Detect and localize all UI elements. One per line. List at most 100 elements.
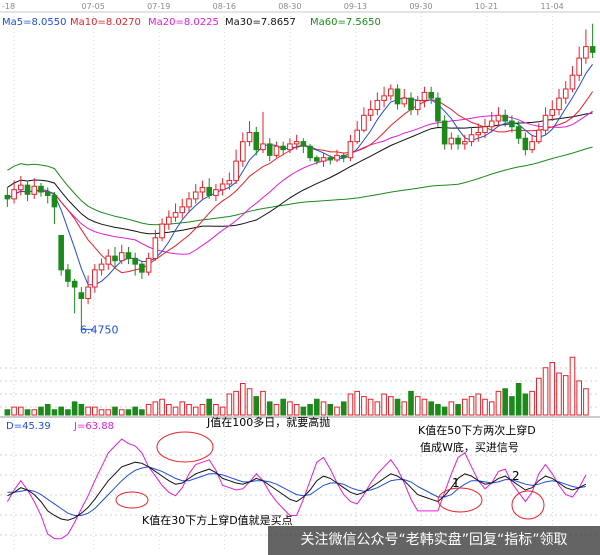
ma30-line xyxy=(7,112,593,235)
volume-bar xyxy=(240,383,246,416)
annotation-j-over-100: J值在100多日，就要高抛 xyxy=(206,415,330,429)
volume-bar xyxy=(394,398,401,416)
candle-body xyxy=(44,191,51,196)
ma-legend-item: Ma60=7.5650 xyxy=(310,17,381,28)
annotation-k-cross-30: K值在30下方上穿D值就是买点 xyxy=(142,513,293,527)
volume-bar xyxy=(85,406,91,416)
volume-bar xyxy=(219,406,226,416)
volume-bar xyxy=(192,406,199,416)
candle-body xyxy=(152,237,159,259)
candle-body xyxy=(562,88,569,99)
volume-bar xyxy=(381,393,387,416)
volume-bar xyxy=(152,401,159,416)
volume-bar xyxy=(260,390,266,416)
candle-body xyxy=(38,185,44,193)
volume-bar xyxy=(11,406,17,416)
candle-body xyxy=(172,212,179,218)
volume-bar xyxy=(78,404,85,416)
candle-body xyxy=(354,129,360,143)
volume-bar xyxy=(112,406,118,416)
candle-body xyxy=(589,46,596,53)
volume-bar xyxy=(334,406,340,416)
volume-bar xyxy=(314,398,320,416)
volume-bar xyxy=(468,396,475,416)
candle-body xyxy=(536,129,542,143)
kdj-panel xyxy=(6,438,587,540)
candle-body xyxy=(414,99,421,111)
candle-body xyxy=(408,97,414,111)
candle-body xyxy=(435,97,441,122)
candle-body xyxy=(287,143,293,151)
ma-legend-item: Ma5=8.0550 xyxy=(2,17,67,28)
highlight-circle-top xyxy=(156,431,214,463)
volume-bar xyxy=(536,377,542,416)
volume-bar xyxy=(139,409,145,416)
candle-body xyxy=(246,131,253,143)
volume-bar xyxy=(253,396,260,416)
candle-body xyxy=(199,186,206,193)
volume-panel xyxy=(4,356,589,416)
volume-bar xyxy=(300,406,307,416)
volume-bar xyxy=(448,401,455,416)
ma5-line xyxy=(7,64,594,286)
volume-bar xyxy=(475,393,482,416)
volume-bar xyxy=(495,390,502,416)
highlight-circle-2 xyxy=(511,490,545,520)
date-tick-label: 10-21 xyxy=(475,2,498,11)
volume-bar xyxy=(401,401,408,416)
volume-bar xyxy=(105,409,112,416)
candle-body xyxy=(145,257,152,273)
candle-body xyxy=(179,206,186,214)
candle-body xyxy=(18,184,24,191)
marker-1: 1 xyxy=(452,476,460,490)
price-panel xyxy=(4,23,596,330)
date-tick-label: 11-04 xyxy=(540,2,563,11)
candle-body xyxy=(529,141,535,151)
candle-body xyxy=(213,189,219,196)
volume-bar xyxy=(233,390,239,416)
volume-bar xyxy=(307,404,313,416)
candle-body xyxy=(388,88,394,97)
volume-bar xyxy=(549,362,556,416)
candle-body xyxy=(4,194,11,200)
volume-bar xyxy=(569,356,576,416)
candle-body xyxy=(206,186,212,196)
candle-body xyxy=(522,137,529,151)
volume-bar xyxy=(226,393,233,416)
volume-bar xyxy=(435,404,441,416)
candle-body xyxy=(347,141,354,159)
volume-bar xyxy=(529,390,535,416)
marker-2: 2 xyxy=(512,469,520,483)
candle-body xyxy=(186,198,192,208)
volume-bar xyxy=(576,380,582,416)
volume-bar xyxy=(428,401,434,416)
volume-bar xyxy=(92,406,98,416)
candle-body xyxy=(58,235,64,271)
volume-bar xyxy=(38,406,44,416)
candle-body xyxy=(374,99,381,111)
volume-bar xyxy=(179,401,186,416)
candle-body xyxy=(266,143,273,156)
volume-bar xyxy=(293,404,300,416)
candle-body xyxy=(556,97,562,111)
candle-body xyxy=(468,134,475,143)
volume-bar xyxy=(58,406,64,416)
candle-body xyxy=(24,184,31,195)
candle-body xyxy=(226,180,233,185)
candle-body xyxy=(125,252,132,259)
volume-bar xyxy=(556,372,562,416)
candle-body xyxy=(482,126,488,133)
candle-body xyxy=(192,191,199,200)
candle-body xyxy=(71,280,78,288)
volume-bar xyxy=(280,398,286,416)
watermark-banner: 关注微信公众号“老韩实盘”回复“指标”领取 xyxy=(268,526,600,555)
candle-body xyxy=(448,137,455,145)
date-tick-label: 07-05 xyxy=(82,2,105,11)
volume-bar xyxy=(509,396,515,416)
candle-body xyxy=(85,286,91,299)
candle-body xyxy=(361,114,367,131)
volume-bar xyxy=(354,390,360,416)
candle-body xyxy=(253,131,260,151)
volume-bar xyxy=(172,406,179,416)
volume-bar xyxy=(24,409,31,416)
